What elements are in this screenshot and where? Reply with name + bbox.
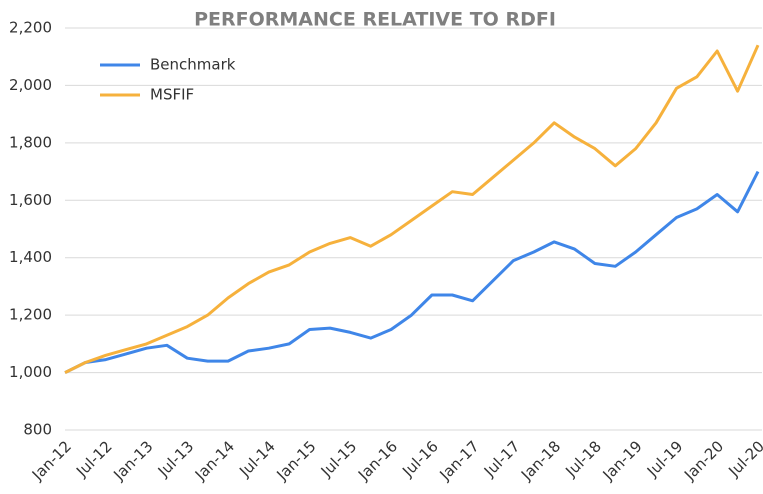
- x-tick-label: Jul-17: [480, 437, 524, 481]
- y-tick-label: 2,200: [9, 19, 52, 37]
- x-tick-label: Jan-20: [680, 437, 727, 484]
- x-tick-label: Jul-14: [235, 437, 279, 481]
- x-tick-label: Jul-20: [724, 437, 763, 481]
- chart-title: PERFORMANCE RELATIVE TO RDFI: [194, 9, 556, 31]
- x-tick-label: Jan-12: [28, 437, 75, 484]
- legend-label: MSFIF: [150, 86, 194, 104]
- legend-label: Benchmark: [150, 56, 236, 74]
- x-tick-label: Jul-18: [561, 437, 605, 481]
- y-tick-label: 1,600: [9, 191, 52, 209]
- x-tick-label: Jul-15: [317, 437, 361, 481]
- line-series: [64, 44, 760, 374]
- x-tick-label: Jul-12: [72, 437, 116, 481]
- x-tick-label: Jul-19: [643, 437, 687, 481]
- x-tick-label: Jan-14: [191, 437, 238, 484]
- y-tick-label: 1,000: [9, 363, 52, 381]
- line-series: [64, 170, 760, 374]
- x-tick-label: Jan-17: [436, 437, 483, 484]
- y-tick-label: 800: [23, 421, 52, 439]
- y-tick-label: 2,000: [9, 76, 52, 94]
- x-tick-label: Jan-19: [599, 437, 646, 484]
- y-tick-label: 1,400: [9, 248, 52, 266]
- x-tick-label: Jul-16: [398, 437, 442, 481]
- x-tick-label: Jul-13: [154, 437, 198, 481]
- x-tick-label: Jan-15: [272, 437, 319, 484]
- x-tick-label: Jan-13: [109, 437, 156, 484]
- y-tick-label: 1,800: [9, 133, 52, 151]
- x-tick-label: Jan-16: [354, 437, 401, 484]
- x-tick-label: Jan-18: [517, 437, 564, 484]
- y-tick-label: 1,200: [9, 306, 52, 324]
